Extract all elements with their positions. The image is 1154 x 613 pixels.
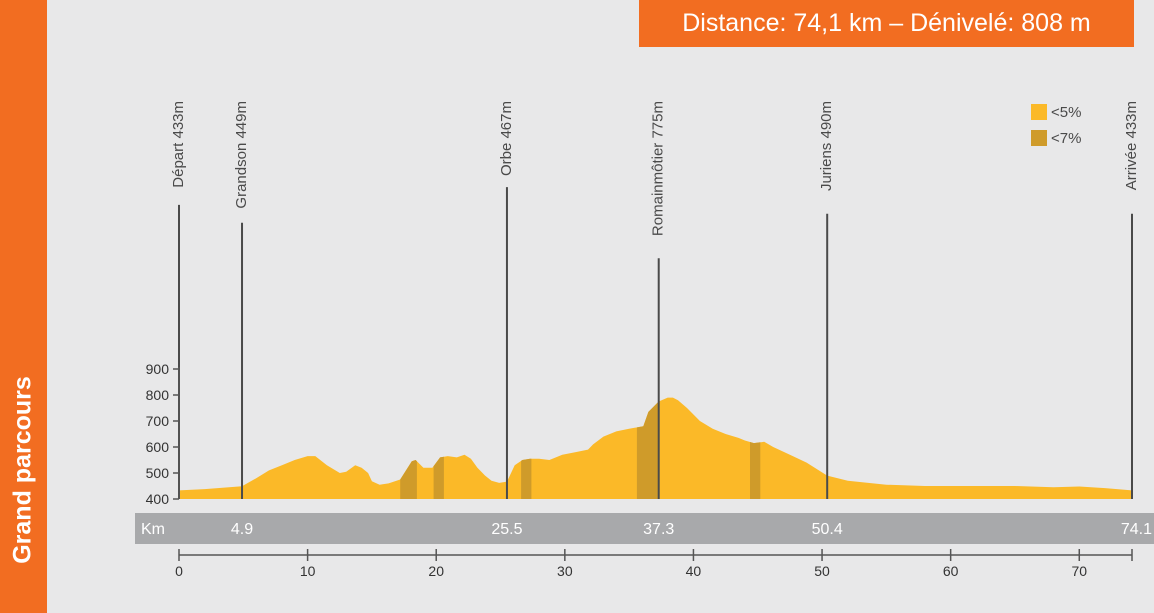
waypoint-label: Départ 433m	[170, 101, 187, 188]
waypoint-label: Romainmôtier 775m	[650, 101, 667, 236]
y-tick-label: 600	[146, 439, 170, 455]
steep-segment-4	[636, 401, 659, 499]
x-tick-label: 0	[175, 563, 183, 579]
x-tick-label: 20	[428, 563, 444, 579]
y-tick-label: 500	[146, 465, 170, 481]
x-axis: 0 10 20 30 40 50 60 70	[175, 549, 1133, 579]
x-tick-label: 50	[814, 563, 830, 579]
y-axis: 400 500 600 700 800 900	[146, 361, 180, 507]
steep-segments-group	[400, 401, 761, 499]
y-tick-label: 700	[146, 413, 170, 429]
legend-label-2: <7%	[1051, 130, 1081, 147]
x-tick-label: 70	[1071, 563, 1087, 579]
y-tick-label: 400	[146, 491, 170, 507]
x-tick-label: 10	[300, 563, 316, 579]
distance-summary: Distance: 74,1 km – Dénivelé: 808 m	[639, 0, 1134, 47]
km-marker-label: 50.4	[812, 521, 843, 538]
km-bar	[135, 513, 1154, 544]
km-bar-label: Km	[141, 521, 165, 538]
steep-segment-2	[433, 456, 444, 499]
legend-swatch-1	[1031, 104, 1047, 120]
steep-segment-3	[521, 458, 532, 499]
sidebar-band	[0, 0, 47, 613]
legend-swatch-2	[1031, 130, 1047, 146]
x-tick-label: 30	[557, 563, 573, 579]
km-marker-label: 74.1	[1121, 521, 1152, 538]
legend: <5% <7%	[1031, 104, 1081, 147]
waypoint-label: Orbe 467m	[498, 101, 515, 176]
waypoint-labels-group: Départ 433m Grandson 449m Orbe 467m Romainm…	[170, 101, 1140, 236]
km-marker-label: 4.9	[231, 521, 253, 538]
y-tick-label: 800	[146, 387, 170, 403]
waypoint-label: Arrivée 433m	[1123, 101, 1140, 190]
steep-segment-1	[400, 460, 417, 499]
km-marker-label: 25.5	[491, 521, 522, 538]
waypoint-label: Grandson 449m	[233, 101, 250, 209]
km-bar-labels: Km 4.9 25.5 37.3 50.4 74.1	[141, 521, 1152, 538]
x-tick-label: 60	[943, 563, 959, 579]
km-marker-label: 37.3	[643, 521, 674, 538]
steep-segment-5	[750, 442, 761, 499]
waypoint-label: Juriens 490m	[818, 101, 835, 191]
legend-label-1: <5%	[1051, 104, 1081, 121]
y-tick-label: 900	[146, 361, 170, 377]
distance-summary-text: Distance: 74,1 km – Dénivelé: 808 m	[682, 9, 1091, 37]
x-tick-label: 40	[686, 563, 702, 579]
